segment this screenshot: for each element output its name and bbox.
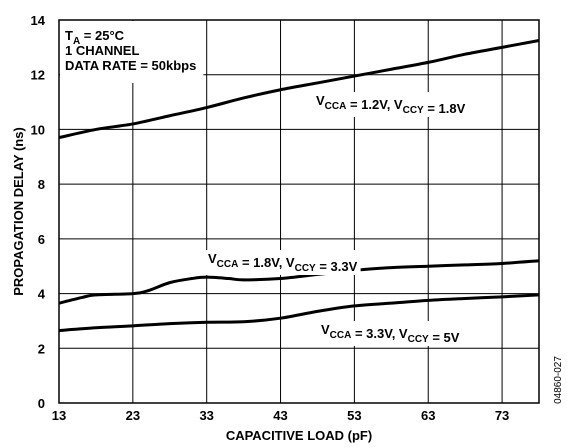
y-tick-label: 8 <box>38 177 45 192</box>
figure-id: 04860-027 <box>553 356 564 404</box>
conditions-background <box>60 21 204 83</box>
y-tick-label: 2 <box>38 341 45 356</box>
x-tick-label: 63 <box>421 408 435 423</box>
x-tick-label: 13 <box>52 408 66 423</box>
y-tick-label: 10 <box>31 122 45 137</box>
y-tick-label: 4 <box>38 287 46 302</box>
condition-line: 1 CHANNEL <box>65 43 139 58</box>
series-line-1 <box>58 39 540 140</box>
y-tick-label: 6 <box>38 232 45 247</box>
x-tick-label: 53 <box>347 408 361 423</box>
x-tick-labels: 13 23 33 43 53 63 73 <box>52 408 510 423</box>
series-label-1: VCCA = 1.2V, VCCY = 1.8V <box>316 93 466 116</box>
x-axis-title: CAPACITIVE LOAD (pF) <box>226 428 372 443</box>
x-tick-label: 23 <box>126 408 140 423</box>
series-line-3 <box>58 293 540 332</box>
series-line-2 <box>58 259 540 305</box>
x-tick-label: 43 <box>273 408 287 423</box>
series-label-3: VCCA = 3.3V, VCCY = 5V <box>321 322 460 345</box>
y-axis-title: PROPAGATION DELAY (ns) <box>11 127 26 296</box>
y-tick-label: 14 <box>31 13 46 28</box>
x-tick-label: 33 <box>199 408 213 423</box>
series-label-background <box>313 92 469 117</box>
y-tick-label: 12 <box>31 68 45 83</box>
series-lines <box>58 39 540 332</box>
series-labels: VCCA = 1.2V, VCCY = 1.8V VCCA = 1.8V, VCC… <box>205 92 469 346</box>
series-label-background <box>205 250 361 275</box>
y-tick-label: 0 <box>38 396 45 411</box>
y-tick-labels: 0 2 4 6 8 10 12 14 <box>31 13 46 411</box>
series-label-2: VCCA = 1.8V, VCCY = 3.3V <box>208 251 358 274</box>
x-tick-label: 73 <box>495 408 509 423</box>
condition-line: DATA RATE = 50kbps <box>65 58 196 73</box>
plot-frame <box>58 19 540 404</box>
series-label-background <box>318 321 463 346</box>
condition-line: TA = 25°C <box>65 28 125 47</box>
